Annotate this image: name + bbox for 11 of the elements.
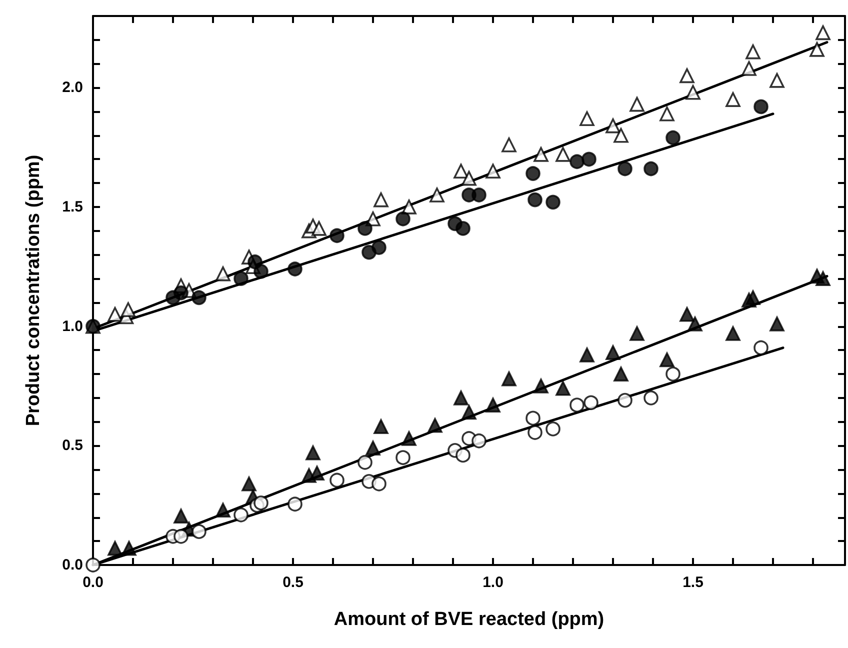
- y-tick-label: 0.0: [62, 556, 83, 574]
- y-tick-label: 0.5: [62, 437, 83, 454]
- y-axis-title: Product concentrations (ppm): [23, 154, 44, 426]
- x-tick-label: 1.5: [682, 574, 704, 591]
- x-tick-label: 0.0: [82, 574, 104, 591]
- x-tick-label: 1.0: [482, 574, 504, 591]
- x-axis-title: Amount of BVE reacted (ppm): [334, 609, 604, 630]
- y-tick-label: 1.5: [62, 198, 83, 216]
- x-tick-label: 0.5: [282, 574, 304, 591]
- y-tick-label: 2.0: [62, 79, 83, 96]
- y-tick-label: 1.0: [62, 318, 83, 335]
